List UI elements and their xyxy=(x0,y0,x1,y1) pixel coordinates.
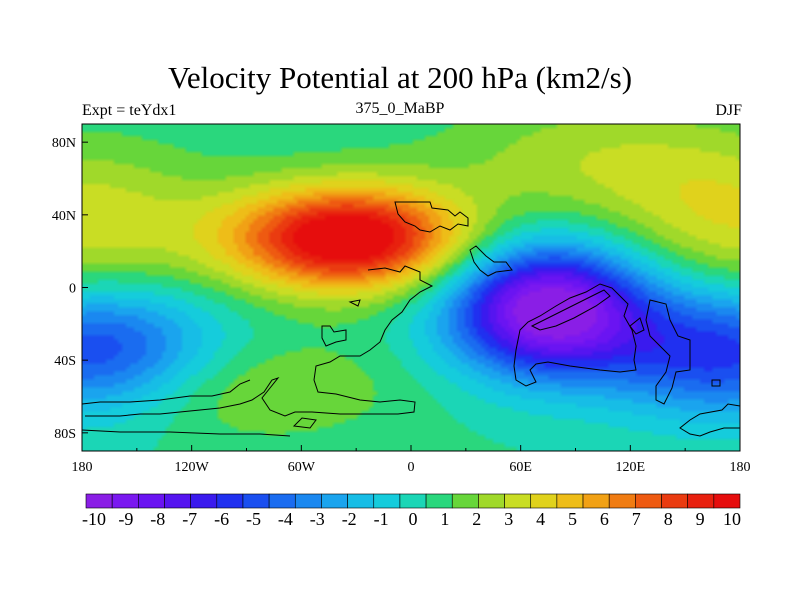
x-tick-label: 60W xyxy=(288,460,316,475)
period-label: 375_0_MaBP xyxy=(355,100,445,117)
colorbar-label: 3 xyxy=(504,509,513,529)
colorbar-swatch xyxy=(216,493,244,509)
colorbar-label: 7 xyxy=(632,509,641,529)
coastline-eastern-block xyxy=(645,299,691,405)
colorbar-swatch xyxy=(425,493,453,509)
colorbar: -10 -9 -8 -7 -6 -5 -4 -3 -2 -1 0 1 2 3 4 5 6 7 8 9 10 xyxy=(82,493,741,529)
x-tick-label: 180 xyxy=(730,460,751,475)
colorbar-label: 2 xyxy=(472,509,481,529)
coastline-rift xyxy=(530,289,611,331)
coastline-islet-2 xyxy=(711,379,721,387)
experiment-label: Expt = teYdx1 xyxy=(82,102,177,119)
coastline-islet-3 xyxy=(292,417,317,429)
colorbar-label: -5 xyxy=(246,509,261,529)
coastline-antarctic-west xyxy=(81,379,251,405)
colorbar-swatch xyxy=(478,493,505,509)
season-label: DJF xyxy=(715,102,742,119)
colorbar-swatch xyxy=(111,493,139,509)
colorbar-swatch xyxy=(164,493,191,509)
colorbar-label: -1 xyxy=(374,509,389,529)
colorbar-swatch xyxy=(321,493,348,509)
colorbar-label: -4 xyxy=(278,509,293,529)
coastline-islet-4 xyxy=(348,299,361,307)
colorbar-label: -8 xyxy=(150,509,165,529)
colorbar-swatch xyxy=(190,493,218,509)
colorbar-swatch xyxy=(373,493,401,509)
plot-area xyxy=(81,124,741,451)
colorbar-swatch xyxy=(582,493,610,509)
colorbar-swatch xyxy=(687,493,715,509)
colorbar-label: 6 xyxy=(600,509,609,529)
coastline-antarctic-south xyxy=(81,429,291,437)
colorbar-label: -3 xyxy=(310,509,325,529)
y-tick-label: 80S xyxy=(54,427,76,442)
coastline-antarctic-east xyxy=(679,403,741,437)
colorbar-swatch xyxy=(608,493,636,509)
colorbar-label: 0 xyxy=(409,509,418,529)
colorbar-swatch xyxy=(347,493,375,509)
x-tick-label: 0 xyxy=(408,460,415,475)
colorbar-label: 10 xyxy=(723,509,741,529)
y-tick-label: 80N xyxy=(52,136,76,151)
colorbar-swatch xyxy=(399,493,427,509)
colorbar-swatch xyxy=(242,493,270,509)
y-axis: 80N 40N 0 40S 80S xyxy=(52,136,88,442)
colorbar-label: -2 xyxy=(342,509,357,529)
y-tick-label: 40N xyxy=(52,209,76,224)
colorbar-swatch xyxy=(294,493,322,509)
colorbar-label: -6 xyxy=(214,509,229,529)
colorbar-swatch xyxy=(661,493,688,509)
colorbar-label: 9 xyxy=(696,509,705,529)
colorbar-swatch xyxy=(268,493,296,509)
colorbar-swatch xyxy=(713,493,741,509)
x-tick-label: 120E xyxy=(616,460,646,475)
x-tick-label: 60E xyxy=(509,460,532,475)
y-tick-label: 0 xyxy=(69,282,76,297)
colorbar-label: -7 xyxy=(182,509,197,529)
colorbar-swatch xyxy=(556,493,584,509)
colorbar-swatch xyxy=(635,493,662,509)
y-tick-label: 40S xyxy=(54,354,76,369)
colorbar-label: -9 xyxy=(118,509,133,529)
coastline-island xyxy=(321,325,347,347)
x-axis: 180 120W 60W 0 60E 120E 180 xyxy=(72,445,751,475)
colorbar-label: 5 xyxy=(568,509,577,529)
x-tick-label: 120W xyxy=(175,460,210,475)
colorbar-swatch xyxy=(530,493,558,509)
colorbar-swatch xyxy=(138,493,165,509)
colorbar-label: -10 xyxy=(82,509,106,529)
colorbar-label: 4 xyxy=(536,509,545,529)
chart-title: Velocity Potential at 200 hPa (km2/s) xyxy=(167,60,633,95)
colorbar-swatch xyxy=(451,493,479,509)
coastline-gondwana-east xyxy=(513,283,637,387)
coastline-europe xyxy=(394,201,469,233)
coastline-islet-1 xyxy=(629,317,645,335)
colorbar-label: 8 xyxy=(664,509,673,529)
colorbar-swatch xyxy=(504,493,532,509)
coastline-gondwana-west xyxy=(85,265,434,417)
colorbar-swatch xyxy=(85,493,113,509)
coastline-arabia xyxy=(469,245,513,277)
x-tick-label: 180 xyxy=(72,460,93,475)
continent-outlines xyxy=(81,201,741,437)
colorbar-label: 1 xyxy=(440,509,449,529)
